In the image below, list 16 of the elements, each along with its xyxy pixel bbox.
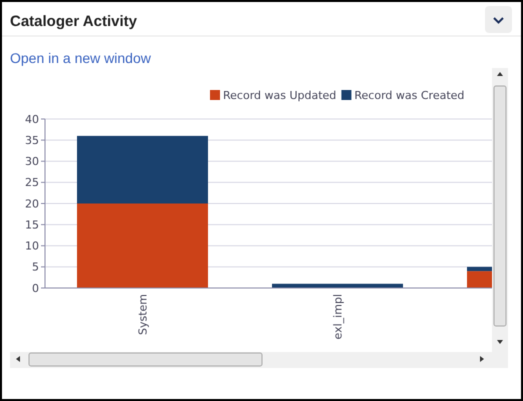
y-tick-label: 10 — [25, 240, 39, 253]
chart-title: Cataloger Activity — [10, 13, 138, 30]
y-tick-label: 40 — [25, 112, 39, 126]
x-tick-label: System — [136, 294, 150, 336]
y-tick-label: 0 — [32, 282, 39, 295]
x-tick-label: exl_impl — [332, 294, 344, 340]
y-tick-label: 5 — [32, 260, 39, 274]
legend-label: Record was Updated — [223, 88, 336, 102]
text: Open in a new window — [10, 50, 152, 66]
y-tick-label: 30 — [25, 155, 39, 168]
y-tick-label: 25 — [25, 176, 39, 190]
legend-label: Record was Created — [354, 88, 464, 102]
bar — [77, 136, 208, 204]
y-tick-label: 20 — [25, 197, 39, 210]
y-tick-label: 35 — [25, 134, 39, 147]
y-tick-label: 15 — [25, 218, 39, 232]
